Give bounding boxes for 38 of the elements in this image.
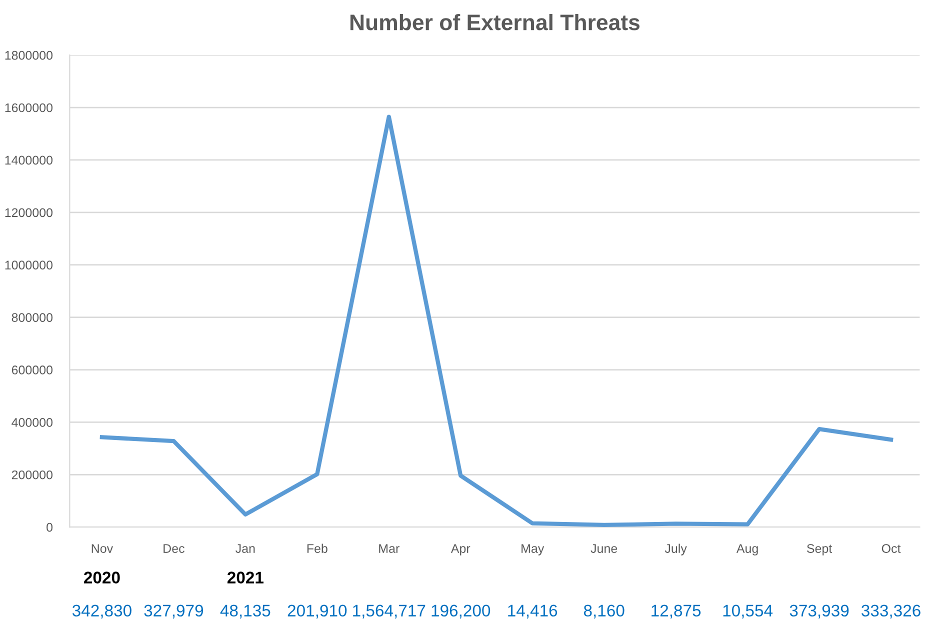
data-label: 48,135 [220,604,270,618]
y-tick-label: 400000 [12,418,53,427]
y-tick-label: 1800000 [5,50,53,60]
y-tick-label: 800000 [12,313,53,322]
line-series [100,114,894,528]
data-label: 1,564,717 [353,604,426,618]
data-label: 342,830 [72,604,132,618]
y-tick-label: 0 [46,522,53,532]
x-tick-label: Oct [882,544,901,553]
y-tick-label: 1000000 [5,260,53,270]
data-label: 14,416 [508,604,558,618]
y-tick-label: 1200000 [5,208,53,218]
data-label: 201,910 [288,604,347,618]
y-tick-label: 200000 [12,470,53,480]
y-tick-label: 600000 [12,366,53,374]
data-label: 10,554 [723,604,773,618]
data-label: 373,939 [790,604,849,618]
data-label: 333,326 [862,604,920,618]
x-tick-label: Sept [806,544,832,556]
x-tick-label: Aug [736,544,758,556]
x-tick-label: Nov [92,544,114,553]
x-tick-label: Jan [236,544,255,553]
text: 2020 [84,572,120,584]
y-tick-label: 1600000 [5,103,53,112]
x-tick-label: Mar [379,544,400,553]
x-tick-label: Apr [450,544,470,556]
x-tick-label: Feb [307,544,328,553]
y-tick-label: 1400000 [5,156,53,165]
x-tick-label: June [590,544,618,553]
x-tick-label: Dec [164,544,184,553]
chart-title: Number of External Threats [350,14,640,30]
text: 2021 [227,572,264,584]
data-label: 327,979 [144,604,204,618]
data-label: 12,875 [652,604,701,618]
data-label: 196,200 [432,604,490,618]
x-tick-label: May [522,544,544,556]
x-tick-label: July [664,544,687,556]
data-label: 8,160 [584,604,624,618]
